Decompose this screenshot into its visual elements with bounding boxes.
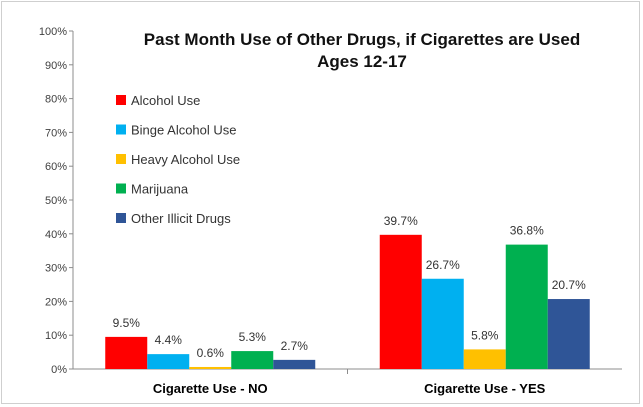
data-label: 9.5%: [113, 316, 141, 330]
y-tick-label: 10%: [45, 330, 67, 342]
data-label: 2.7%: [281, 339, 309, 353]
bar: [547, 299, 590, 369]
data-label: 0.6%: [197, 346, 225, 360]
data-label: 26.7%: [426, 258, 460, 272]
y-tick-label: 100%: [39, 26, 67, 38]
data-label: 20.7%: [552, 278, 586, 292]
legend-swatch: [116, 95, 126, 105]
y-tick-label: 20%: [45, 296, 67, 308]
bar: [505, 244, 548, 369]
y-tick-label: 40%: [45, 229, 67, 241]
legend-swatch: [116, 213, 126, 223]
y-tick-label: 0%: [51, 364, 67, 376]
y-tick-label: 90%: [45, 60, 67, 72]
bar: [189, 366, 232, 369]
legend-swatch: [116, 124, 126, 135]
data-label: 5.8%: [471, 328, 499, 342]
bar: [147, 354, 190, 369]
axes: 0% 10% 20% 30% 40% 50% 60% 70% 80% 90% 100% Cigaret…: [39, 26, 622, 396]
legend-label: Marijuana: [131, 182, 189, 197]
bar: [463, 349, 506, 369]
data-label: 39.7%: [384, 214, 418, 228]
y-tick-label: 30%: [45, 263, 67, 275]
chart-title: Past Month Use of Other Drugs, if Cigare…: [144, 30, 580, 49]
bar: [421, 278, 464, 369]
bar: [379, 234, 422, 369]
bar: [273, 359, 316, 369]
legend: Alcohol Use Binge Alcohol Use Heavy Alcoho…: [116, 93, 240, 226]
bar: [105, 336, 148, 369]
data-label: 36.8%: [510, 224, 544, 238]
legend-label: Binge Alcohol Use: [131, 123, 237, 138]
chart-subtitle: Ages 12-17: [317, 52, 407, 71]
category-label: Cigarette Use - NO: [153, 381, 268, 396]
legend-label: Heavy Alcohol Use: [131, 152, 240, 167]
bar: [231, 351, 274, 369]
y-tick-label: 50%: [45, 195, 67, 207]
y-tick-label: 60%: [45, 161, 67, 173]
bars: 9.5% 4.4% 0.6% 5.3% 2.7% 39.7% 26.7% 5.8% 36.8% 2…: [105, 214, 590, 369]
data-label: 4.4%: [155, 333, 183, 347]
legend-swatch: [116, 154, 126, 164]
legend-label: Alcohol Use: [131, 93, 200, 108]
y-tick-label: 80%: [45, 94, 67, 106]
category-label: Cigarette Use - YES: [424, 381, 545, 396]
y-tick-label: 70%: [45, 127, 67, 139]
legend-label: Other Illicit Drugs: [131, 211, 231, 226]
data-label: 5.3%: [239, 330, 267, 344]
legend-swatch: [116, 183, 126, 194]
